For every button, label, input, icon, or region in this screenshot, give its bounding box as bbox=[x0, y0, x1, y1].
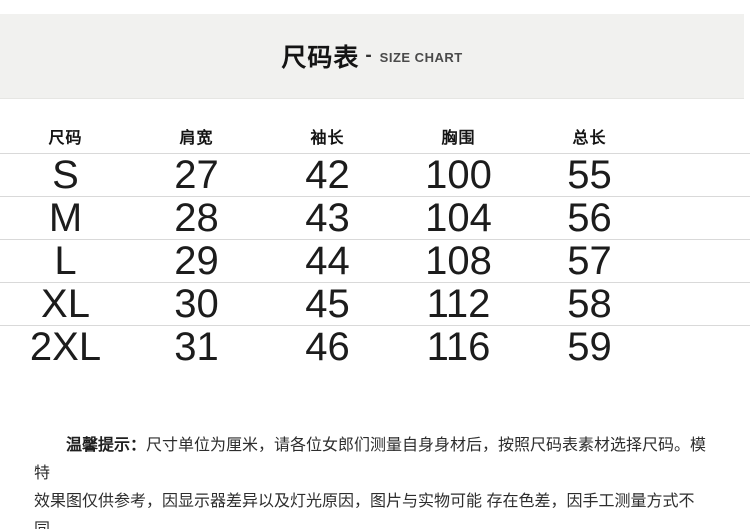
sleeve-value: 44 bbox=[305, 239, 350, 283]
length-value: 57 bbox=[567, 239, 612, 283]
length-value: 56 bbox=[567, 196, 612, 240]
bust-value: 108 bbox=[425, 239, 492, 283]
bust-value: 104 bbox=[425, 196, 492, 240]
notice-section: 温馨提示：尺寸单位为厘米，请各位女郎们测量自身身材后，按照尺码表素材选择尺码。模… bbox=[0, 432, 750, 529]
length-value: 58 bbox=[567, 282, 612, 326]
notice-label: 温馨提示： bbox=[66, 437, 147, 454]
shoulder-value: 27 bbox=[174, 153, 219, 197]
length-value: 55 bbox=[567, 153, 612, 197]
length-value: 59 bbox=[567, 325, 612, 369]
shoulder-value: 29 bbox=[174, 239, 219, 283]
sleeve-value: 45 bbox=[305, 282, 350, 326]
page-title: 尺码表 - SIZE CHART bbox=[281, 38, 462, 74]
shoulder-value: 28 bbox=[174, 196, 219, 240]
size-label: S bbox=[52, 153, 79, 197]
title-zh: 尺码表 bbox=[281, 44, 360, 72]
column-header-shoulder: 肩宽 bbox=[179, 129, 214, 147]
shoulder-value: 30 bbox=[174, 282, 219, 326]
title-en: SIZE CHART bbox=[379, 50, 463, 65]
size-label: XL bbox=[41, 282, 90, 326]
bust-value: 100 bbox=[425, 153, 492, 197]
column-header-sleeve: 袖长 bbox=[310, 129, 345, 147]
sleeve-value: 46 bbox=[305, 325, 350, 369]
column-header-bust: 胸围 bbox=[441, 129, 476, 147]
sleeve-value: 43 bbox=[305, 196, 350, 240]
notice-line-2: 效果图仅供参考，因显示器差异以及灯光原因，图片与实物可能 存在色差，因手工测量方… bbox=[34, 493, 695, 529]
table-row-m: M 28 43 104 56 bbox=[0, 196, 750, 239]
size-label: 2XL bbox=[29, 325, 102, 369]
table-row-l: L 29 44 108 57 bbox=[0, 239, 750, 282]
bust-value: 112 bbox=[426, 282, 491, 326]
title-separator: - bbox=[365, 45, 372, 66]
table-row-xl: XL 30 45 112 58 bbox=[0, 282, 750, 325]
notice-line-1-text: 尺寸单位为厘米，请各位女郎们测量自身身材后，按照尺码表素材选择尺码。模特 bbox=[34, 437, 707, 482]
table-row-s: S 27 42 100 55 bbox=[0, 153, 750, 196]
size-table: 尺码 肩宽 袖长 胸围 总长 S 27 42 100 55 M 28 43 10… bbox=[0, 118, 750, 368]
notice-line-1: 温馨提示：尺寸单位为厘米，请各位女郎们测量自身身材后，按照尺码表素材选择尺码。模… bbox=[34, 432, 716, 488]
shoulder-value: 31 bbox=[174, 325, 219, 369]
size-label: L bbox=[54, 239, 77, 283]
column-header-length: 总长 bbox=[572, 129, 607, 147]
table-header-row: 尺码 肩宽 袖长 胸围 总长 bbox=[0, 118, 750, 153]
header-band: 尺码表 - SIZE CHART bbox=[0, 14, 744, 99]
sleeve-value: 42 bbox=[305, 153, 350, 197]
table-row-2xl: 2XL 31 46 116 59 bbox=[0, 325, 750, 368]
bust-value: 116 bbox=[426, 325, 491, 369]
size-label: M bbox=[48, 196, 83, 240]
column-header-size: 尺码 bbox=[48, 129, 83, 147]
